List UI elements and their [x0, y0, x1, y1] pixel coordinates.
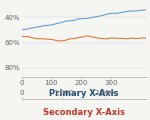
Text: Secondary X-Axis: Secondary X-Axis [43, 108, 125, 117]
X-axis label: Primary X-Axis: Primary X-Axis [49, 89, 119, 98]
